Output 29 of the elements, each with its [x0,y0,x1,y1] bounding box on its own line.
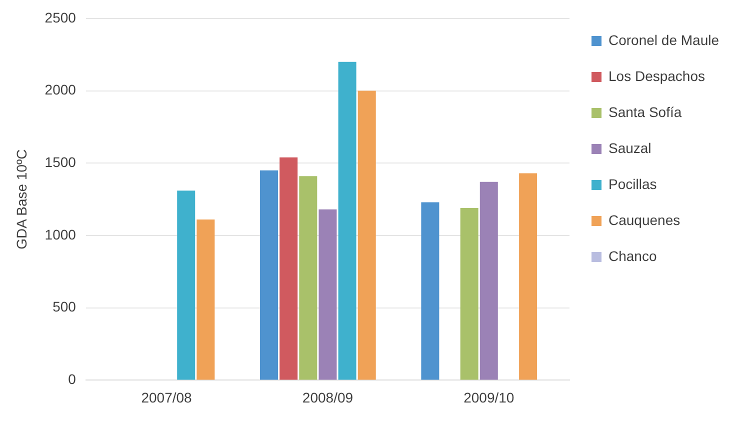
bar [421,202,440,380]
bar [299,176,318,380]
bar [260,170,278,380]
bar [196,220,215,380]
bar [280,157,298,380]
y-tick-label: 2000 [44,82,76,98]
bar [338,62,356,380]
y-tick-label: 1000 [44,226,76,242]
bar [358,90,376,380]
bar [460,208,478,380]
y-axis-title: GDA Base 10ºC [13,149,30,250]
legend-label: Pocillas [608,176,657,192]
legend-label: Sauzal [608,140,652,156]
y-tick-label: 1500 [44,154,76,170]
legend-label: Cauquenes [608,212,680,228]
legend-label: Coronel de Maule [608,32,720,48]
legend-label: Santa Sofía [608,104,682,120]
x-tick-label: 2007/08 [141,389,192,406]
legend-label: Los Despachos [608,68,706,84]
y-tick-label: 2500 [44,9,76,26]
y-tick-label: 500 [52,298,76,315]
x-tick-label: 2009/10 [464,389,514,406]
legend-label: Chanco [608,248,657,264]
bar [177,190,196,380]
y-tick-label: 0 [68,371,76,388]
bar [480,182,498,380]
bar [318,209,337,380]
bar [519,173,538,380]
x-tick-label: 2008/09 [302,389,354,406]
